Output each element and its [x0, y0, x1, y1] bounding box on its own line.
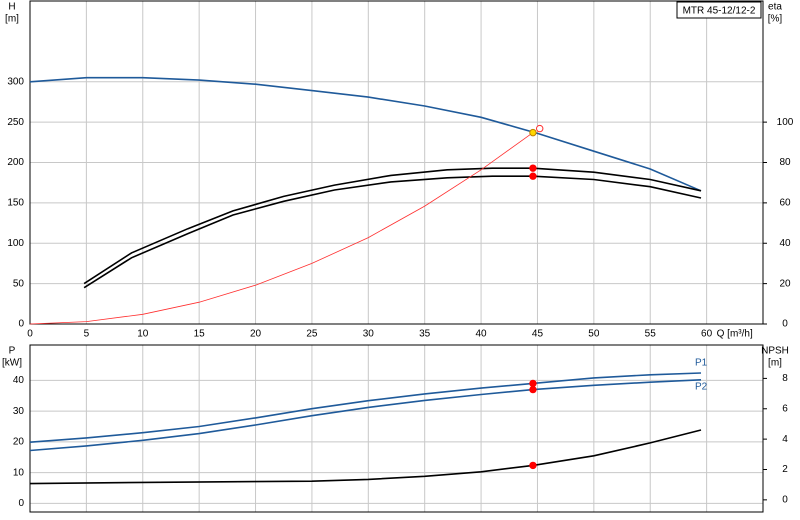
series-label: P1	[695, 358, 708, 369]
operating-point	[536, 124, 544, 133]
y2-tick-label: 0	[782, 319, 788, 330]
x-tick-label: 35	[419, 329, 431, 340]
operating-point	[529, 461, 537, 470]
y2-tick-label: 40	[779, 238, 791, 249]
x-tick-label: 60	[701, 329, 713, 340]
operating-point	[529, 379, 537, 388]
x-tick-label: 30	[363, 329, 375, 340]
x-tick-label: 15	[194, 329, 206, 340]
y2-axis-label: NPSH	[761, 346, 789, 357]
y-tick-label: 150	[7, 198, 24, 209]
x-tick-label: 25	[306, 329, 318, 340]
title-box	[676, 1, 762, 19]
curve	[29, 372, 702, 443]
y-axis-label: H	[8, 2, 15, 13]
curve	[29, 132, 534, 325]
y-tick-label: 50	[13, 278, 25, 289]
y-tick-label: 200	[7, 157, 24, 168]
x-tick-label: 0	[27, 329, 33, 340]
y2-tick-label: 8	[782, 373, 788, 384]
x-tick-label: 5	[84, 329, 90, 340]
chart-title: MTR 45-12/12-2	[683, 6, 756, 17]
x-axis-label: Q [m³/h]	[717, 329, 753, 340]
y-axis-label: P	[9, 346, 16, 357]
y-tick-label: 0	[18, 498, 24, 509]
y-tick-label: 10	[13, 467, 25, 478]
series-label: P2	[695, 381, 708, 392]
y2-tick-label: 100	[777, 117, 794, 128]
x-tick-label: 10	[137, 329, 149, 340]
y2-tick-label: 2	[782, 464, 788, 475]
y2-tick-label: 4	[782, 434, 788, 445]
curve	[29, 429, 702, 485]
y2-tick-label: 20	[779, 278, 791, 289]
y-tick-label: 250	[7, 117, 24, 128]
operating-point	[529, 172, 537, 180]
y2-tick-label: 0	[782, 494, 788, 505]
x-tick-label: 55	[645, 329, 657, 340]
operating-point	[529, 164, 537, 172]
y-tick-label: 300	[7, 76, 24, 87]
curve	[83, 167, 702, 285]
y2-axis-label: eta	[768, 2, 782, 13]
y-tick-label: 100	[7, 238, 24, 249]
curve	[29, 379, 702, 452]
y-tick-label: 30	[13, 406, 25, 417]
operating-point	[529, 128, 537, 137]
y2-axis-label: [%]	[768, 14, 783, 25]
x-tick-label: 45	[532, 329, 544, 340]
x-tick-label: 40	[476, 329, 488, 340]
y2-tick-label: 80	[779, 157, 791, 168]
curve	[29, 76, 702, 192]
y-axis-label: [kW]	[2, 358, 22, 369]
curve	[83, 175, 702, 289]
y2-axis-label: [m]	[768, 358, 782, 369]
y-tick-label: 40	[13, 375, 25, 386]
x-tick-label: 50	[588, 329, 600, 340]
y-tick-label: 0	[18, 319, 24, 330]
y-axis-label: [m]	[5, 14, 19, 25]
plot-frame	[29, 0, 764, 325]
operating-point	[529, 385, 537, 394]
plot-frame	[29, 344, 764, 513]
y2-tick-label: 60	[779, 198, 791, 209]
y2-tick-label: 6	[782, 403, 788, 414]
x-tick-label: 20	[250, 329, 262, 340]
y-tick-label: 20	[13, 437, 25, 448]
